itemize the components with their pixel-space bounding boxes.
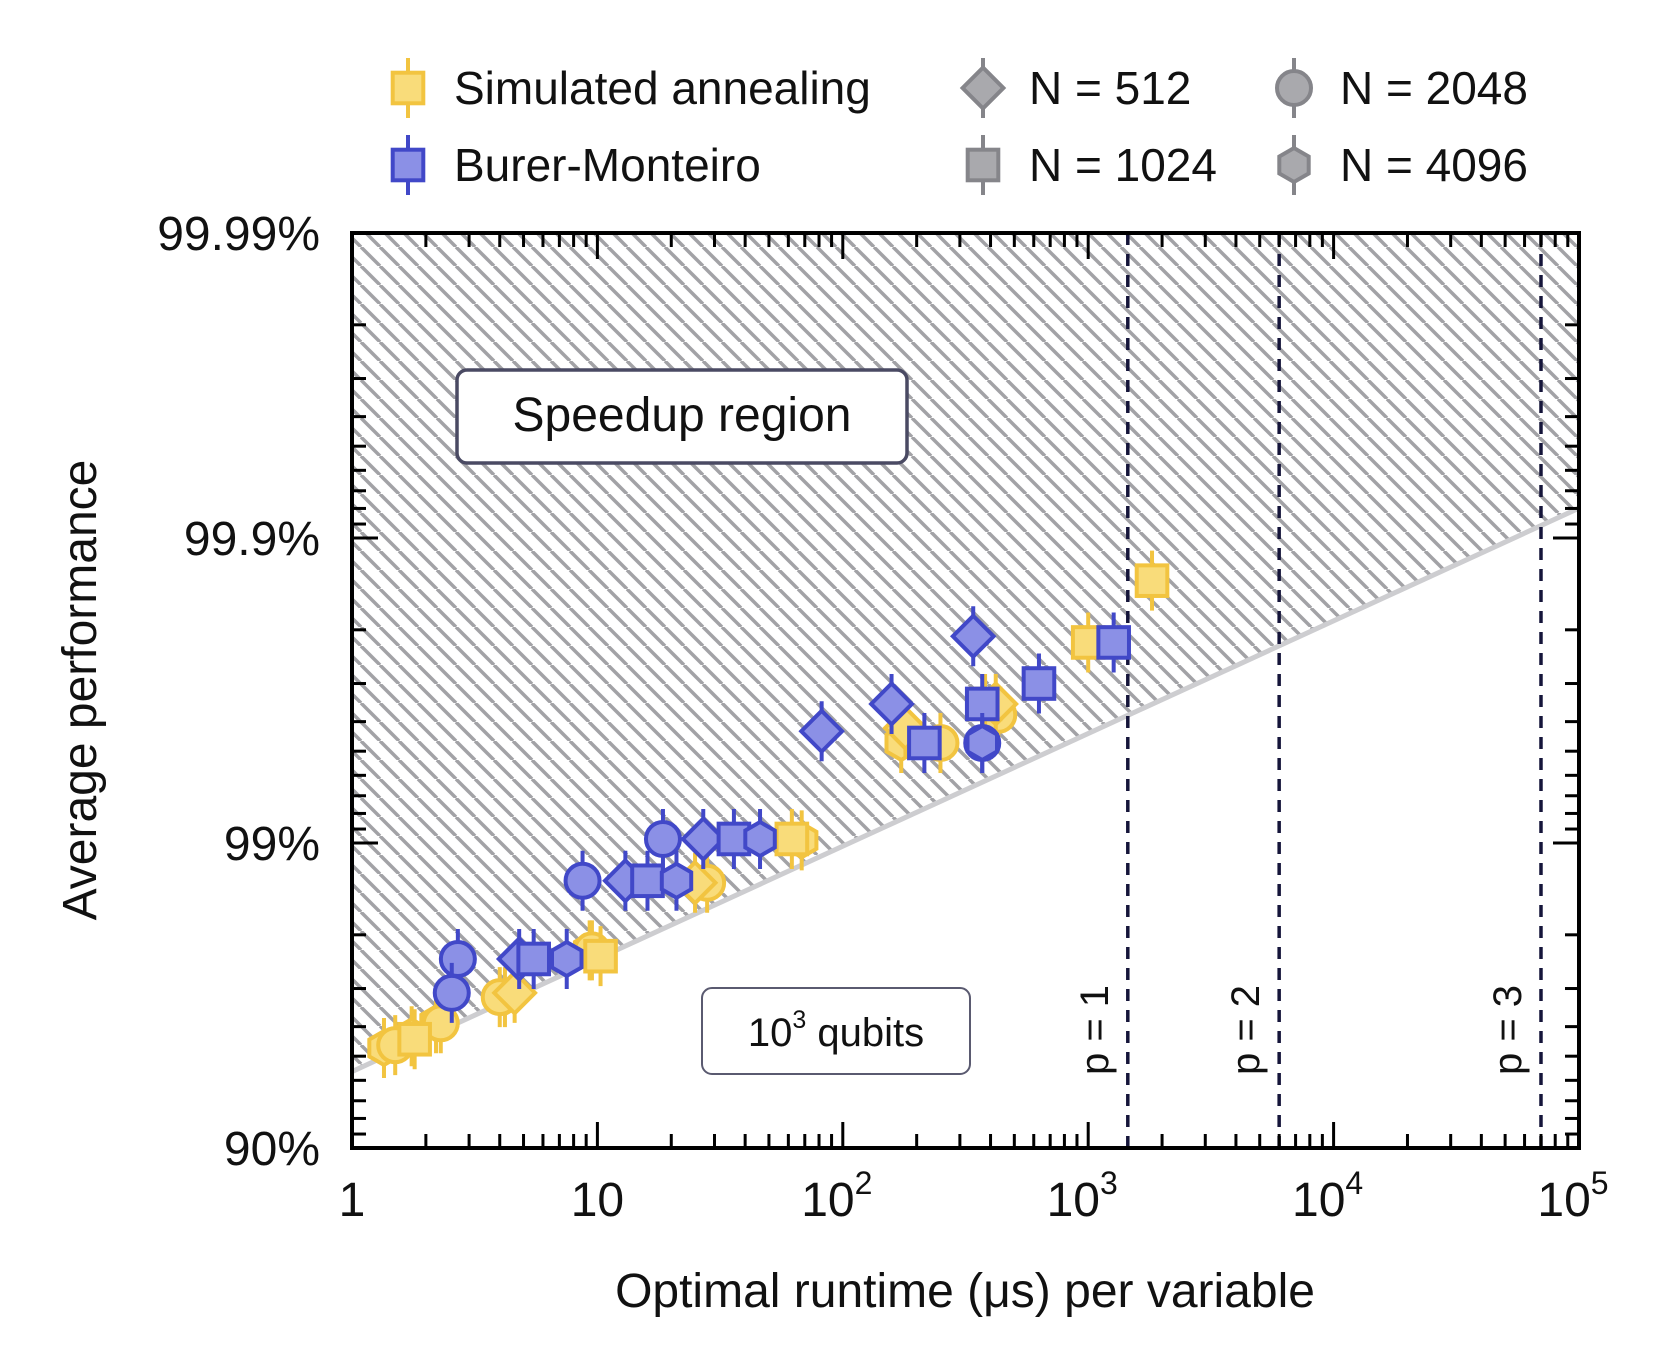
data-point (1021, 666, 1057, 701)
y-tick-label: 99.99% (157, 208, 320, 261)
p-line-label-3: p = 3 (1486, 985, 1530, 1075)
x-tick-base: 10 (571, 1174, 624, 1227)
y-tick-labels: 90% 99% 99.9% 99.99% (157, 208, 320, 1176)
legend-item-n2048: N = 2048 (1275, 58, 1528, 118)
qubits-note: 103 qubits (701, 987, 971, 1075)
qubits-note-base: 10 (748, 1011, 793, 1055)
data-point (716, 821, 752, 857)
data-points (367, 550, 1170, 1078)
x-axis-label: Optimal runtime (μs) per variable (615, 1265, 1315, 1318)
data-point (397, 1021, 432, 1057)
data-point (868, 680, 915, 728)
legend-label: Simulated annealing (454, 62, 871, 114)
x-tick-label: 104 (1292, 1165, 1363, 1227)
data-point (643, 819, 682, 858)
data-point (516, 941, 551, 977)
legend-label: N = 1024 (1029, 139, 1217, 191)
data-point (743, 819, 777, 859)
speedup-label: Speedup region (513, 389, 852, 442)
legend-item-n4096: N = 4096 (1277, 135, 1528, 195)
y-tick-label: 99.9% (184, 513, 320, 566)
legend-marker (965, 147, 1001, 183)
speedup-label-box: Speedup region (455, 368, 909, 465)
qubits-note-frame (701, 987, 971, 1075)
legend-marker (1277, 145, 1311, 185)
p-line-label-2: p = 2 (1224, 985, 1268, 1075)
plot-frame (350, 231, 1581, 1150)
data-point (438, 939, 477, 978)
speedup-label-frame (455, 368, 909, 465)
legend-marker (959, 64, 1007, 112)
x-tick-label: 103 (1047, 1165, 1118, 1227)
x-tick-label: 10 (571, 1174, 624, 1227)
p-lines: p = 1 p = 2 p = 3 (1073, 233, 1543, 1148)
legend-label: Burer-Monteiro (454, 139, 761, 191)
x-tick-base: 10 (1047, 1174, 1100, 1227)
legend-marker (390, 147, 426, 183)
data-point (583, 938, 618, 974)
p-line-label-1: p = 1 (1073, 985, 1117, 1075)
legend-item-bm: Burer-Monteiro (390, 135, 761, 195)
data-point (774, 821, 810, 857)
series-bm-square (516, 612, 1131, 989)
data-point (965, 723, 999, 763)
legend-label: N = 4096 (1340, 139, 1528, 191)
data-point (630, 863, 665, 899)
x-tick-labels: 1 10 102 103 104 105 (339, 1165, 1609, 1227)
axes (350, 231, 1581, 1150)
x-tick-exp: 5 (1591, 1165, 1609, 1201)
legend-label: N = 2048 (1340, 62, 1528, 114)
speedup-boundary-line (352, 505, 1579, 1074)
legend-marker (390, 70, 426, 106)
legend-label: N = 512 (1029, 62, 1191, 114)
legend: Simulated annealing Burer-Monteiro N = 512… (390, 58, 1528, 195)
y-axis-label: Average performance (54, 460, 107, 921)
data-point (1134, 563, 1170, 598)
x-tick-base: 10 (1292, 1174, 1345, 1227)
data-point (491, 969, 538, 1017)
x-tick-base: 1 (339, 1174, 366, 1227)
x-tick-label: 1 (339, 1174, 366, 1227)
y-tick-label: 99% (224, 818, 320, 871)
qubits-note-text: 103 qubits (748, 1006, 924, 1055)
series-bm-hexagon (550, 712, 999, 989)
x-tick-base: 10 (1537, 1174, 1590, 1227)
legend-marker (1275, 69, 1313, 107)
data-point (907, 725, 942, 761)
data-point (949, 613, 997, 660)
data-point (432, 973, 471, 1012)
legend-item-n1024: N = 1024 (965, 135, 1217, 195)
qubits-note-exp: 3 (792, 1006, 806, 1034)
data-point (1096, 625, 1131, 660)
legend-item-sa: Simulated annealing (390, 58, 871, 118)
x-tick-exp: 3 (1100, 1165, 1118, 1201)
data-point (798, 707, 845, 755)
qubits-note-suffix: qubits (806, 1011, 924, 1055)
x-tick-exp: 4 (1345, 1165, 1363, 1201)
data-point (550, 939, 584, 979)
x-tick-exp: 2 (855, 1165, 873, 1201)
x-tick-base: 10 (801, 1174, 854, 1227)
y-tick-label: 90% (224, 1123, 320, 1176)
legend-item-n512: N = 512 (959, 58, 1191, 118)
x-tick-label: 102 (801, 1165, 872, 1227)
data-point (659, 861, 694, 901)
data-point (563, 861, 602, 900)
x-tick-label: 105 (1537, 1165, 1608, 1227)
